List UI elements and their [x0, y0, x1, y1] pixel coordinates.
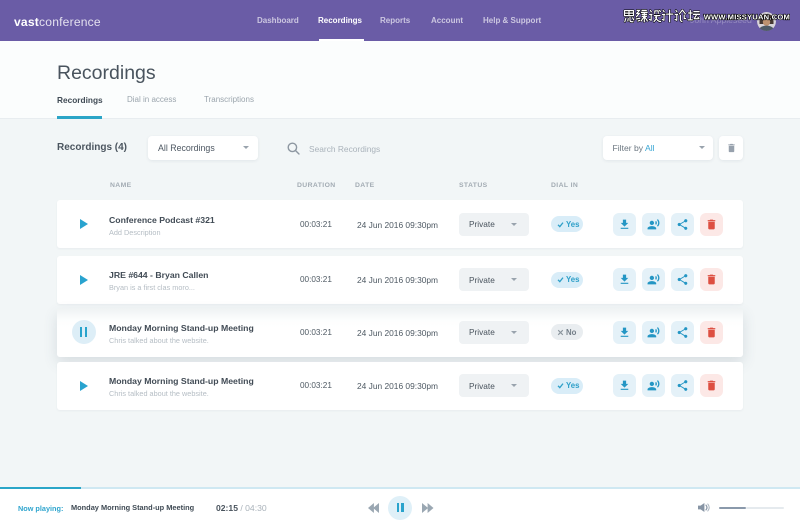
svg-text:WWW.MISSYUAN.COM: WWW.MISSYUAN.COM — [704, 13, 790, 22]
